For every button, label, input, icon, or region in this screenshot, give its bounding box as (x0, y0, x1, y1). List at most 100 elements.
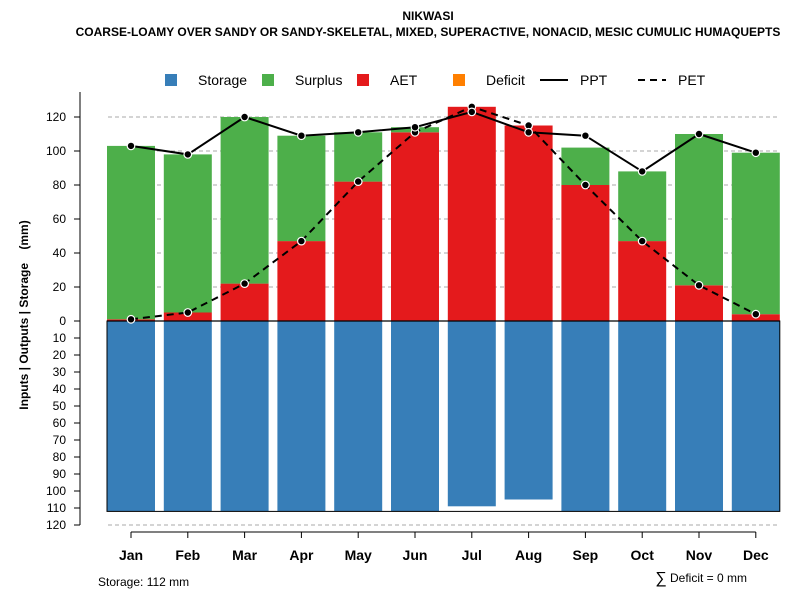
pet-point-apr (297, 236, 306, 246)
pet-point-jan (126, 314, 136, 324)
surplus-bar-apr (277, 135, 326, 242)
storage-bar-jun (391, 321, 439, 512)
x-tick-label-sep: Sep (573, 547, 599, 563)
y-tick-label: 40 (53, 246, 67, 260)
y-tick-label: 70 (53, 433, 67, 447)
ppt-point-feb (183, 149, 193, 159)
pet-point-oct (637, 236, 647, 246)
x-tick-label-mar: Mar (232, 547, 257, 563)
ppt-point-dec (751, 148, 761, 158)
gridlines (108, 116, 780, 526)
x-tick-label-jun: Jun (403, 547, 428, 563)
sum-symbol: ∑ (655, 570, 666, 587)
aet-bar-apr (277, 241, 326, 321)
aet-bar-nov (675, 285, 723, 321)
storage-bar-nov (675, 321, 723, 512)
y-tick-label: 50 (53, 399, 67, 413)
ppt-point-aug (524, 127, 533, 137)
pet-point-nov (694, 280, 704, 290)
y-tick-label: 20 (53, 348, 67, 362)
bars (106, 106, 781, 512)
x-tick-label-aug: Aug (515, 547, 542, 563)
pet-point-mar (240, 279, 250, 289)
surplus-bar-dec (731, 152, 780, 315)
legend-swatch-surplus (262, 74, 274, 86)
y-tick-label: 120 (46, 110, 66, 124)
aet-bar-jul (447, 106, 496, 321)
ppt-point-sep (581, 131, 590, 141)
legend-label-deficit: Deficit (486, 72, 525, 88)
storage-bar-sep (561, 321, 610, 512)
surplus-bar-jan (107, 145, 155, 320)
storage-bar-mar (220, 321, 269, 512)
ppt-point-nov (694, 129, 704, 139)
surplus-bar-may (334, 132, 383, 182)
legend-label-ppt: PPT (580, 72, 608, 88)
storage-footer: Storage: 112 mm (98, 575, 189, 589)
storage-bar-feb (163, 321, 212, 512)
aet-bar-may (334, 181, 383, 321)
y-tick-label: 20 (53, 280, 67, 294)
y-tick-label: 10 (53, 331, 67, 345)
storage-bar-jul (447, 321, 496, 507)
y-tick-label: 110 (47, 501, 66, 515)
y-tick-label: 100 (46, 144, 66, 158)
pet-point-sep (581, 180, 590, 190)
y-tick-label: 60 (53, 416, 67, 430)
legend-swatch-deficit (453, 74, 465, 86)
pet-point-dec (751, 309, 761, 319)
x-tick-label-dec: Dec (743, 547, 769, 563)
storage-bar-dec (731, 321, 780, 512)
chart-title: NIKWASI (402, 9, 453, 23)
ppt-point-jun (410, 122, 420, 132)
y-tick-label: 0 (59, 314, 66, 328)
aet-bar-jun (391, 132, 439, 321)
x-tick-label-jan: Jan (119, 547, 143, 563)
storage-bar-may (334, 321, 383, 512)
legend-label-storage: Storage (198, 72, 247, 88)
storage-bar-aug (504, 321, 553, 500)
legend-label-pet: PET (678, 72, 706, 88)
ppt-point-may (353, 127, 363, 137)
legend-label-surplus: Surplus (295, 72, 342, 88)
ppt-point-jan (126, 141, 136, 151)
series-lines (126, 102, 761, 324)
surplus-bar-feb (163, 154, 212, 313)
surplus-bar-mar (220, 117, 269, 284)
legend-label-aet: AET (390, 72, 418, 88)
x-tick-label-jul: Jul (462, 547, 482, 563)
x-tick-label-apr: Apr (289, 547, 314, 563)
pet-point-feb (183, 308, 193, 317)
pet-line (130, 105, 757, 321)
storage-bar-apr (277, 321, 326, 512)
ppt-line (130, 110, 757, 173)
y-tick-label: 30 (53, 365, 67, 379)
x-tick-label-may: May (345, 547, 372, 563)
aet-bar-aug (504, 125, 553, 321)
surplus-bar-nov (675, 134, 723, 286)
aet-bar-mar (220, 283, 269, 321)
y-tick-label: 120 (46, 518, 66, 532)
y-tick-label: 60 (53, 212, 67, 226)
storage-bar-oct (618, 321, 667, 512)
deficit-footer: Deficit = 0 mm (670, 571, 747, 585)
x-tick-label-oct: Oct (631, 547, 655, 563)
axes: 0 20 40 60 80 100 120 10 20 30 40 50 60 70 80 90 100 110 1… (46, 92, 769, 563)
ppt-point-apr (297, 131, 306, 141)
y-tick-label: 80 (53, 450, 67, 464)
aet-bar-sep (561, 185, 610, 321)
x-tick-label-nov: Nov (686, 547, 713, 563)
pet-point-may (353, 177, 363, 187)
ppt-point-jul (467, 107, 477, 117)
storage-bar-jan (107, 321, 155, 512)
legend-swatch-storage (165, 74, 177, 86)
surplus-bar-oct (618, 171, 667, 242)
y-tick-label: 100 (46, 484, 66, 498)
y-axis-label: Inputs | Outputs | Storage (mm) (17, 220, 31, 409)
legend-swatch-aet (357, 74, 369, 86)
legend: Storage Surplus AET Deficit PPT PET (165, 72, 706, 88)
y-tick-label: 80 (53, 178, 67, 192)
y-tick-label: 40 (53, 382, 67, 396)
ppt-point-mar (240, 112, 250, 122)
